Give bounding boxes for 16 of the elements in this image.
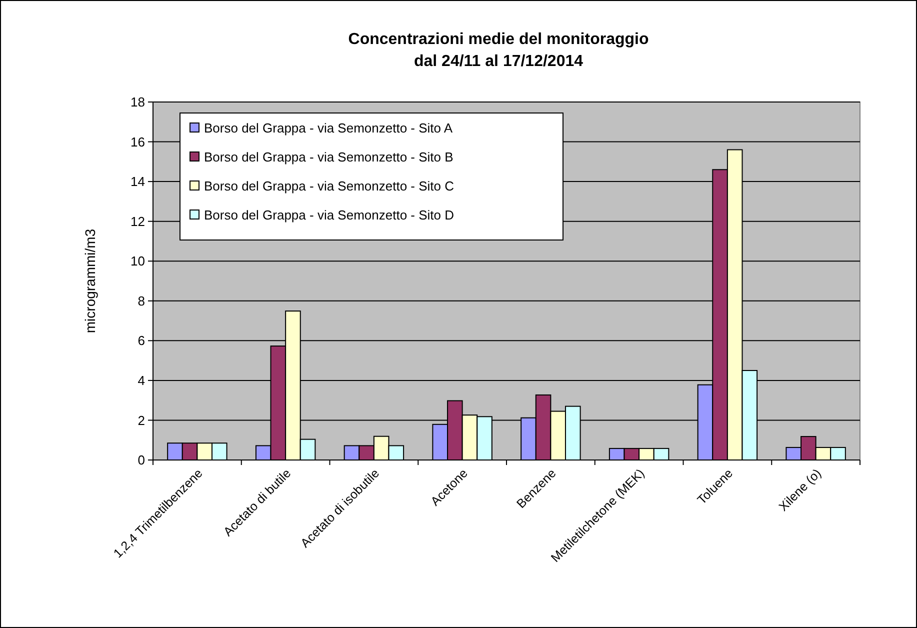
y-tick-label: 6 [138, 333, 145, 348]
y-tick-label: 12 [130, 214, 145, 229]
legend-label: Borso del Grappa - via Semonzetto - Sito C [204, 178, 454, 194]
y-tick-label: 8 [138, 293, 145, 308]
y-axis-title: microgrammi/m3 [82, 228, 98, 334]
y-tick-label: 10 [130, 254, 145, 269]
legend-label: Borso del Grappa - via Semonzetto - Sito D [204, 208, 454, 223]
legend-label: Borso del Grappa - via Semonzetto - Sito A [204, 120, 453, 136]
legend-label: Borso del Grappa - via Semonzetto - Sito B [204, 150, 454, 165]
y-tick-label: 18 [130, 94, 145, 110]
y-tick-label: 14 [130, 174, 145, 190]
y-tick-label: 2 [138, 412, 145, 428]
y-tick-label: 4 [138, 372, 145, 388]
y-tick-label: 0 [138, 452, 145, 468]
y-tick-label: 16 [130, 134, 145, 150]
chart-title: Concentrazioni medie del monitoraggio dal 24/11 al 17/12/2014 [348, 31, 649, 70]
